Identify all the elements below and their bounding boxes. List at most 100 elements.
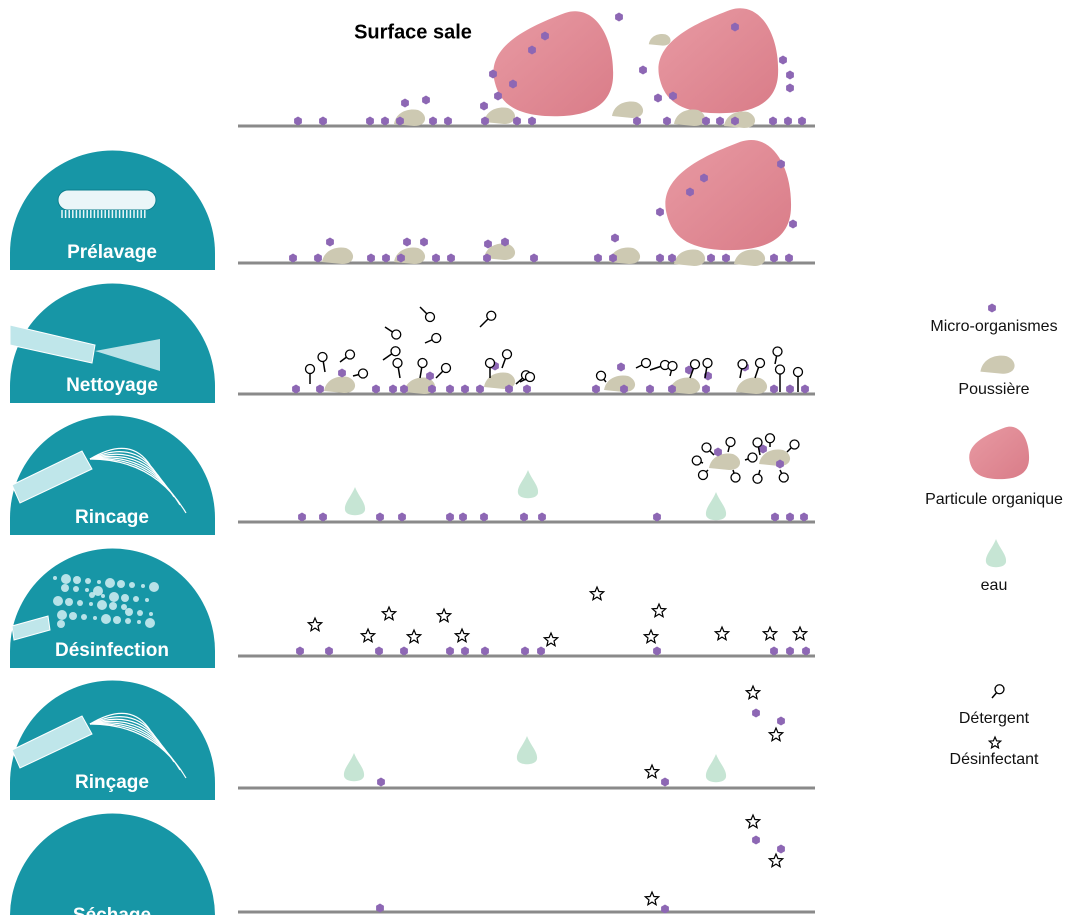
dust — [324, 376, 356, 393]
legend-label: Désinfectant — [950, 751, 1039, 768]
micro-organism — [770, 646, 778, 656]
micro-organism — [786, 70, 794, 80]
micro-organism — [537, 646, 545, 656]
micro-organism — [422, 95, 430, 105]
micro-organism — [669, 91, 677, 101]
bubble — [137, 610, 143, 616]
detergent-head — [689, 359, 701, 370]
micro-organism — [401, 98, 409, 108]
bubble — [101, 594, 105, 598]
disinfectant — [744, 684, 762, 700]
bubble — [113, 616, 121, 624]
bubble — [145, 618, 155, 628]
micro-organism — [459, 512, 467, 522]
dust — [669, 377, 701, 394]
micro-organism — [338, 368, 346, 378]
water-jet — [89, 712, 151, 731]
bubble — [109, 602, 117, 610]
detergent-head — [778, 472, 789, 483]
bubble — [93, 586, 103, 596]
micro-organism — [375, 646, 383, 656]
micro-organism — [398, 512, 406, 522]
micro-organism — [513, 116, 521, 126]
detergent-head — [691, 455, 702, 466]
micro-organism — [611, 233, 619, 243]
micro-organism — [615, 12, 623, 22]
detergent-head — [701, 442, 712, 453]
micro-organism — [752, 835, 760, 845]
detergent-head — [754, 357, 766, 369]
disinfectant — [761, 625, 779, 641]
micro-organism — [770, 384, 778, 394]
step-label: Rinçage — [75, 772, 149, 793]
bubble — [65, 598, 73, 606]
micro-organism — [639, 65, 647, 75]
hose — [11, 615, 51, 641]
step-label: Nettoyage — [66, 375, 158, 396]
micro-organism — [779, 55, 787, 65]
micro-organism — [426, 371, 434, 381]
bubble — [85, 578, 91, 584]
organic-particle — [493, 11, 614, 117]
detergent-tail — [479, 317, 490, 328]
detergent-head — [391, 329, 402, 340]
dust — [734, 249, 766, 266]
bubble — [137, 620, 141, 624]
dust — [674, 109, 706, 126]
micro-organism — [656, 253, 664, 263]
step-label: Séchage — [73, 905, 151, 915]
step-label: Désinfection — [55, 640, 169, 661]
detergent-head — [730, 472, 741, 483]
micro-organism — [653, 646, 661, 656]
micro-organism — [786, 83, 794, 93]
water-drop — [705, 492, 727, 521]
micro-organism — [789, 219, 797, 229]
micro-organism — [785, 253, 793, 263]
detergent-head — [317, 351, 328, 363]
micro-organism — [325, 646, 333, 656]
bubble — [81, 614, 87, 620]
spray — [95, 339, 160, 371]
micro-organism — [520, 512, 528, 522]
detergent-head — [440, 362, 452, 374]
micro-organism — [609, 253, 617, 263]
bubble — [145, 598, 149, 602]
micro-organism — [367, 253, 375, 263]
disinfectant — [542, 631, 560, 647]
detergent-head — [304, 363, 316, 375]
dust — [612, 101, 644, 118]
detergent-head — [752, 473, 763, 484]
step-badge — [10, 680, 215, 800]
micro-organism — [770, 253, 778, 263]
water-drop — [517, 470, 539, 499]
water-jet — [89, 451, 157, 474]
bubble — [133, 596, 139, 602]
micro-organism — [523, 384, 531, 394]
micro-organism — [668, 384, 676, 394]
bubble — [121, 594, 129, 602]
micro-organism — [786, 512, 794, 522]
micro-organism — [988, 303, 996, 313]
water-jet — [89, 723, 187, 779]
micro-organism — [292, 384, 300, 394]
micro-organism — [668, 253, 676, 263]
step-badge — [10, 283, 215, 403]
micro-organism — [484, 239, 492, 249]
bubble — [141, 584, 145, 588]
detergent-head — [486, 310, 497, 321]
micro-organism — [428, 384, 436, 394]
detergent-head — [390, 346, 401, 357]
disinfectant — [744, 813, 762, 829]
micro-organism — [528, 116, 536, 126]
water-drop — [985, 539, 1007, 568]
detergent-head — [737, 359, 748, 370]
micro-organism — [722, 253, 730, 263]
micro-organism — [420, 237, 428, 247]
micro-organism — [505, 384, 513, 394]
disinfectant — [435, 607, 453, 623]
bubble — [61, 584, 69, 592]
micro-organism — [429, 116, 437, 126]
detergent-head — [792, 366, 804, 378]
micro-organism — [382, 253, 390, 263]
bubble — [97, 600, 107, 610]
